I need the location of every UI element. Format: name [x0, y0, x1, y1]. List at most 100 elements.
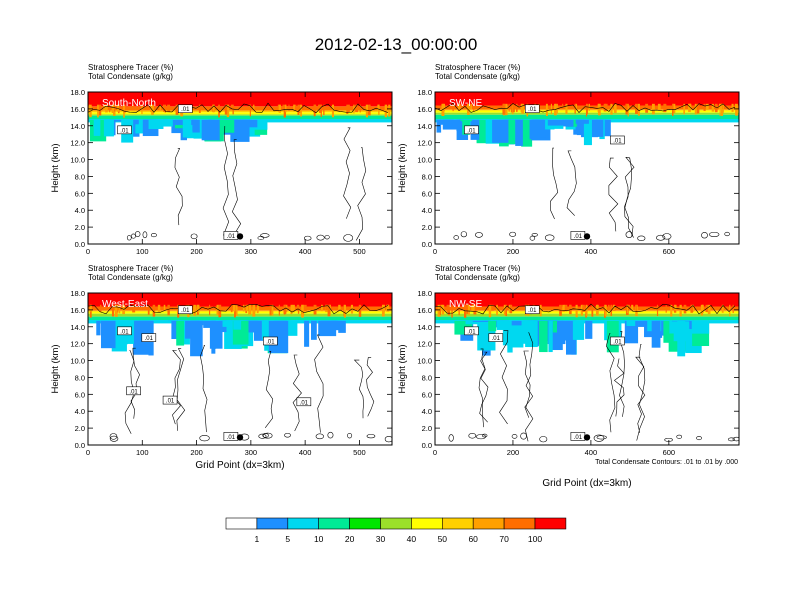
tracer-blob — [689, 320, 695, 330]
tracer-band-3 — [88, 114, 392, 116]
contour-label-box — [524, 104, 540, 114]
tracer-blob — [129, 119, 139, 125]
tracer-streak — [114, 304, 118, 313]
panel-west-east: Stratosphere Tracer (%)Total Condensate … — [50, 264, 393, 471]
tracer-streak — [197, 304, 200, 314]
tracer-streak — [545, 103, 548, 117]
y-tick-label: 8.0 — [422, 373, 432, 382]
contour-column — [174, 148, 183, 226]
tracer-streak — [516, 103, 518, 112]
colorbar-label: 5 — [285, 534, 290, 544]
tracer-streak — [719, 103, 721, 117]
tracer-blob — [638, 320, 646, 327]
y-tick-label: 16.0 — [70, 306, 85, 315]
tracer-streak — [637, 103, 640, 116]
y-tick-label: 2.0 — [422, 223, 432, 232]
tracer-streak — [292, 304, 295, 313]
panel-header-condensate: Total Condensate (g/kg) — [435, 273, 520, 282]
tracer-streak — [365, 104, 368, 118]
tracer-blob — [218, 320, 231, 327]
tracer-streak — [521, 103, 524, 114]
tracer-streak — [707, 304, 711, 315]
tracer-streak — [359, 104, 361, 113]
y-axis-label: Height (km) — [397, 143, 408, 192]
tracer-blob — [221, 119, 235, 133]
y-tick-label: 8.0 — [75, 172, 85, 181]
tracer-blob — [320, 320, 332, 335]
tracer-field — [88, 92, 392, 242]
y-tick-label: 4.0 — [422, 407, 432, 416]
x-tick-label: 200 — [190, 247, 203, 256]
x-tick-label: 500 — [353, 247, 366, 256]
tracer-blob — [472, 320, 491, 322]
tracer-blob — [310, 320, 317, 340]
tracer-streak — [466, 304, 469, 314]
contour-surface-oval — [315, 433, 324, 440]
contour-column — [613, 358, 625, 417]
tracer-streaks — [89, 304, 390, 318]
colorbar: 1 5 10 20 30 40 50 60 70 100 — [225, 517, 567, 544]
contour-column — [523, 350, 534, 442]
contour-surface-oval — [676, 434, 683, 439]
y-tick-label: 16.0 — [417, 105, 432, 114]
tracer-blob — [176, 320, 185, 346]
tracer-streak — [293, 104, 295, 112]
tracer-streak — [447, 304, 451, 316]
panel-header-condensate: Total Condensate (g/kg) — [435, 72, 520, 81]
contour-surface-oval — [637, 235, 646, 241]
x-tick-label: 600 — [663, 448, 676, 457]
tracer-streak — [118, 304, 121, 314]
contour-label: .01 — [166, 399, 175, 405]
colorbar-box — [225, 517, 258, 530]
tracer-streak — [466, 103, 470, 115]
tracer-blob — [251, 119, 268, 130]
panel-header-tracer: Stratosphere Tracer (%) — [435, 63, 521, 72]
contour-surface-oval — [509, 231, 517, 237]
contour-surface-oval — [343, 234, 354, 242]
x-axis-label: Grid Point (dx=3km) — [542, 478, 631, 489]
y-tick-label: 6.0 — [75, 189, 85, 198]
tracer-streak — [635, 304, 637, 312]
panel-nw-se: Stratosphere Tracer (%)Total Condensate … — [397, 264, 740, 489]
tracer-blob — [192, 119, 200, 133]
contour-upper — [435, 102, 736, 113]
tracer-streak — [732, 304, 734, 313]
tracer-blob — [436, 119, 442, 133]
tracer-streak — [446, 304, 448, 313]
tracer-blob — [139, 320, 152, 334]
tracer-streak — [196, 304, 199, 315]
tracer-streak — [563, 304, 567, 312]
contour-surface-oval — [724, 231, 730, 237]
contour-label: .01 — [266, 339, 275, 345]
contour-label: .01 — [181, 107, 190, 113]
contour-surface-oval — [596, 435, 607, 440]
panel-header-condensate: Total Condensate (g/kg) — [88, 72, 173, 81]
colorbar-label: 60 — [468, 534, 478, 544]
tracer-blob — [286, 320, 298, 336]
x-axis-label: Grid Point (dx=3km) — [195, 460, 284, 471]
tracer-red-layer — [88, 92, 392, 107]
tracer-streak — [596, 304, 599, 316]
condensate-contours — [435, 303, 739, 443]
contour-surface-oval — [709, 231, 720, 238]
tracer-streak — [290, 304, 293, 315]
tracer-streak — [585, 304, 587, 318]
tracer-blob — [548, 320, 553, 353]
tracer-streak — [283, 304, 287, 314]
y-tick-label: 18.0 — [417, 289, 432, 298]
tracer-streak — [610, 103, 613, 115]
tracer-streak — [162, 104, 165, 112]
contour-surface-oval — [481, 433, 488, 438]
contour-column — [222, 126, 230, 236]
x-tick-label: 100 — [136, 448, 149, 457]
contour-surface-oval — [468, 432, 477, 439]
contour-label: .01 — [300, 400, 309, 406]
contour-column — [566, 150, 577, 216]
colorbar-box — [472, 517, 505, 530]
tracer-streak — [384, 104, 388, 118]
x-tick-label: 400 — [299, 448, 312, 457]
tracer-streak — [703, 103, 706, 111]
tracer-streak — [503, 304, 507, 316]
y-tick-label: 10.0 — [417, 357, 432, 366]
colorbar-box — [534, 517, 567, 530]
